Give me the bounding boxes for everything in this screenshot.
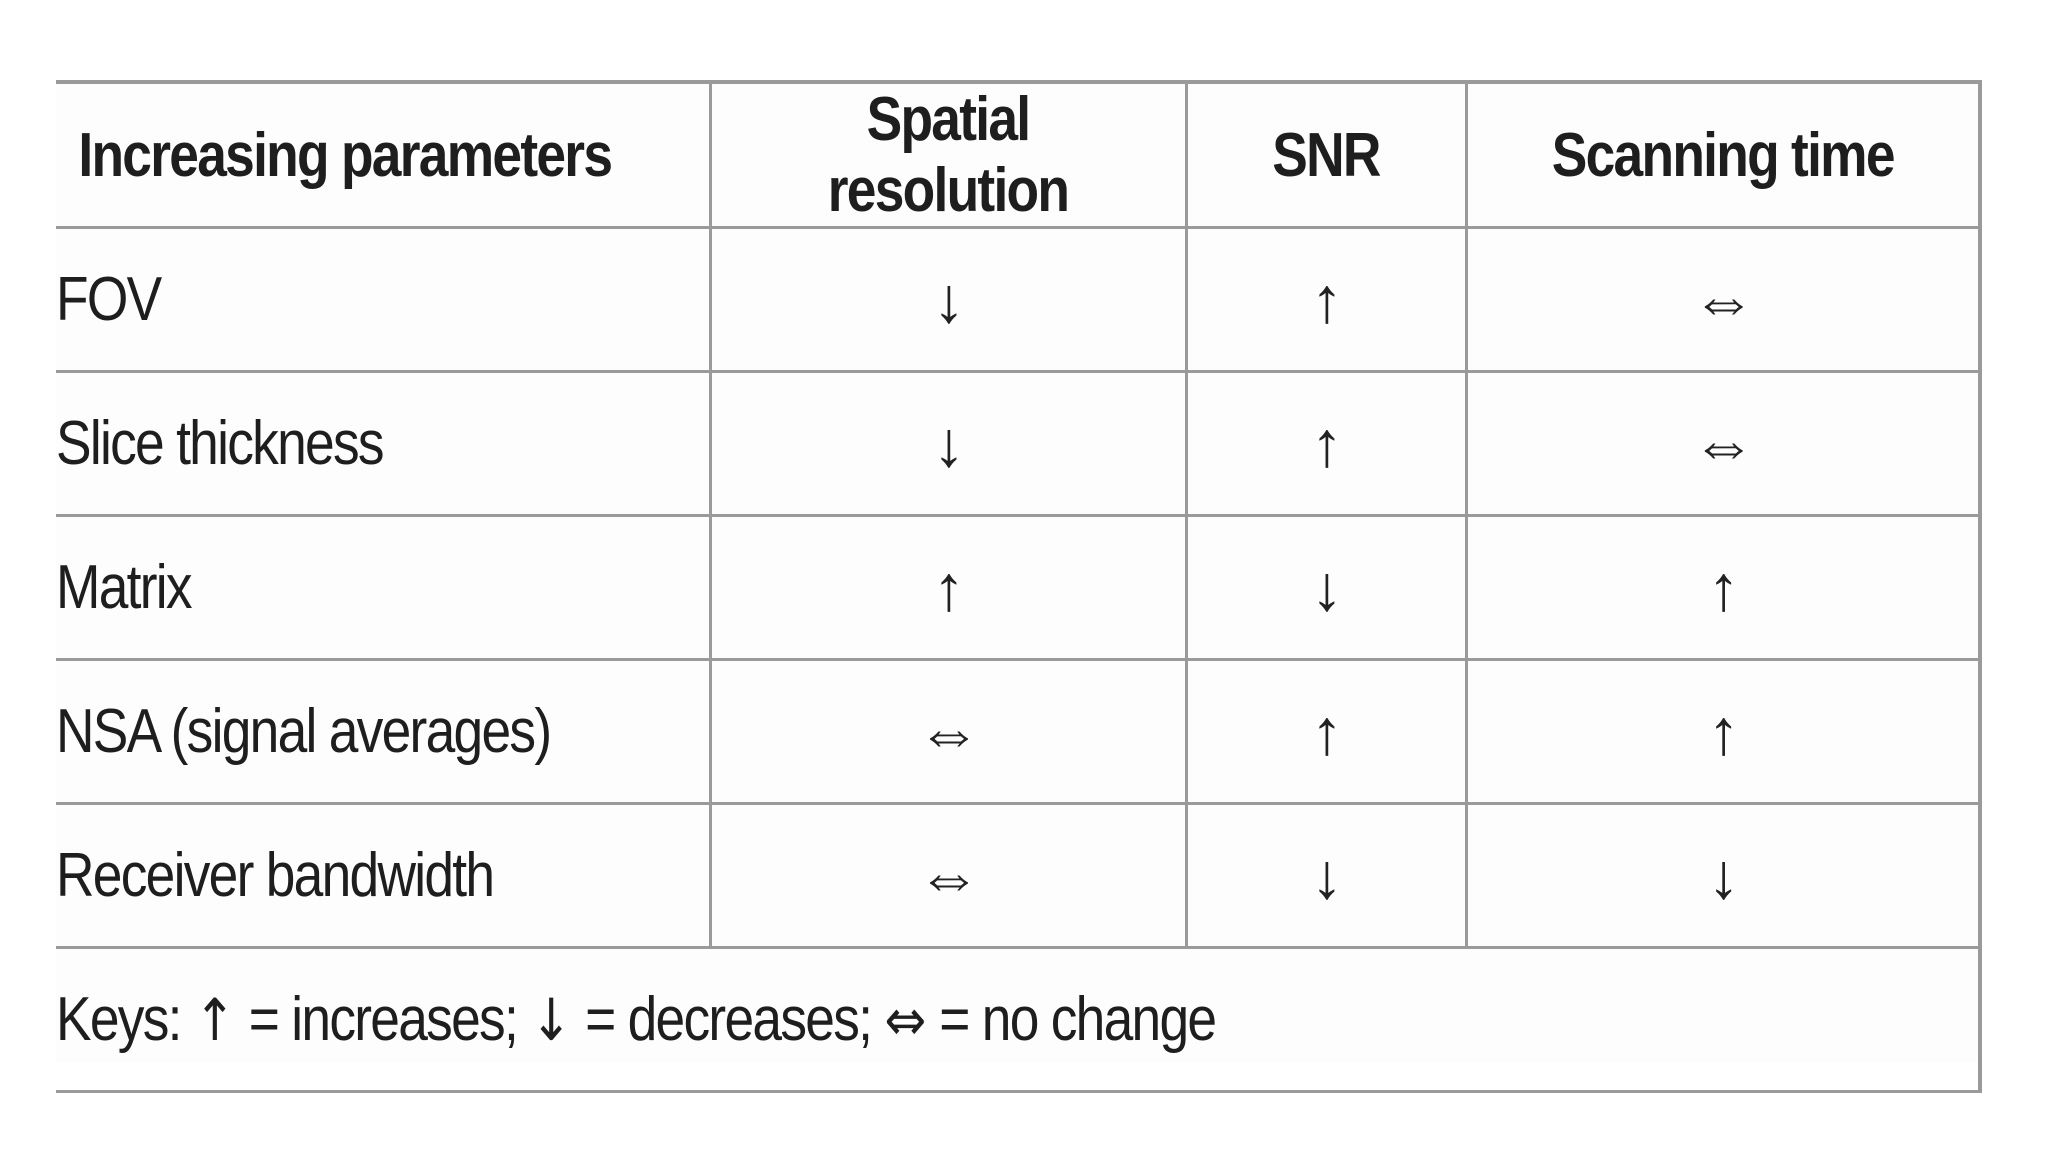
parameter-effects-table-container: Increasing parameters Spatial resolution… (56, 80, 1982, 1093)
parameter-label: Matrix (56, 553, 193, 622)
scanning-time-effect: ⇔ (1464, 370, 1982, 517)
keys-legend: Keys: ↑ = increases; ↓ = decreases; ⇔ = … (56, 946, 1982, 1093)
scanning-time-effect: ↑ (1464, 658, 1982, 805)
double-arrow-icon: ⇔ (884, 986, 927, 1054)
scanning-time-effect: ⇔ (1464, 226, 1982, 373)
increase-key-text: = increases; (248, 985, 519, 1054)
row-parameter-name: NSA (signal averages) (56, 658, 712, 805)
row-parameter-name: FOV (56, 226, 712, 373)
header-increasing-parameters: Increasing parameters (56, 80, 620, 229)
spatial-resolution-effect: ⇔ (708, 802, 1188, 949)
snr-effect: ↑ (1184, 658, 1468, 805)
table-row: Receiver bandwidth ⇔ ↓ ↓ (56, 802, 1982, 949)
row-parameter-name: Matrix (56, 514, 712, 661)
spatial-resolution-effect: ↑ (708, 514, 1188, 661)
keys-legend-text: Keys: ↑ = increases; ↓ = decreases; ⇔ = … (56, 984, 1217, 1055)
table-row: Matrix ↑ ↓ ↑ (56, 514, 1982, 661)
table-row: FOV ↓ ↑ ⇔ (56, 226, 1982, 373)
snr-effect: ↓ (1184, 802, 1468, 949)
spatial-resolution-effect: ↓ (708, 226, 1188, 373)
header-snr: SNR (1204, 80, 1448, 229)
header-scanning-time: Scanning time (1500, 80, 1946, 229)
table-row: NSA (signal averages) ⇔ ↑ ↑ (56, 658, 1982, 805)
parameter-label: Slice thickness (56, 409, 385, 478)
up-arrow-icon: ↑ (193, 986, 236, 1054)
keys-row: Keys: ↑ = increases; ↓ = decreases; ⇔ = … (56, 946, 1982, 1093)
scanning-time-effect: ↓ (1464, 802, 1982, 949)
parameter-label: NSA (signal averages) (56, 697, 552, 766)
spatial-resolution-effect: ⇔ (708, 658, 1188, 805)
decrease-key-text: = decreases; (585, 985, 873, 1054)
parameter-effects-table: Increasing parameters Spatial resolution… (56, 80, 1982, 1093)
row-parameter-name: Receiver bandwidth (56, 802, 712, 949)
table-header-row: Increasing parameters Spatial resolution… (56, 80, 1980, 229)
no-change-key-text: = no change (939, 985, 1217, 1054)
scanning-time-effect: ↑ (1464, 514, 1982, 661)
table-row: Slice thickness ↓ ↑ ⇔ (56, 370, 1982, 517)
down-arrow-icon: ↓ (530, 986, 572, 1054)
parameter-label: FOV (56, 265, 162, 334)
snr-effect: ↓ (1184, 514, 1468, 661)
header-spatial-resolution: Spatial resolution (742, 80, 1154, 229)
spatial-resolution-effect: ↓ (708, 370, 1188, 517)
snr-effect: ↑ (1184, 370, 1468, 517)
parameter-label: Receiver bandwidth (56, 841, 495, 910)
row-parameter-name: Slice thickness (56, 370, 712, 517)
keys-prefix: Keys: (56, 985, 182, 1054)
snr-effect: ↑ (1184, 226, 1468, 373)
